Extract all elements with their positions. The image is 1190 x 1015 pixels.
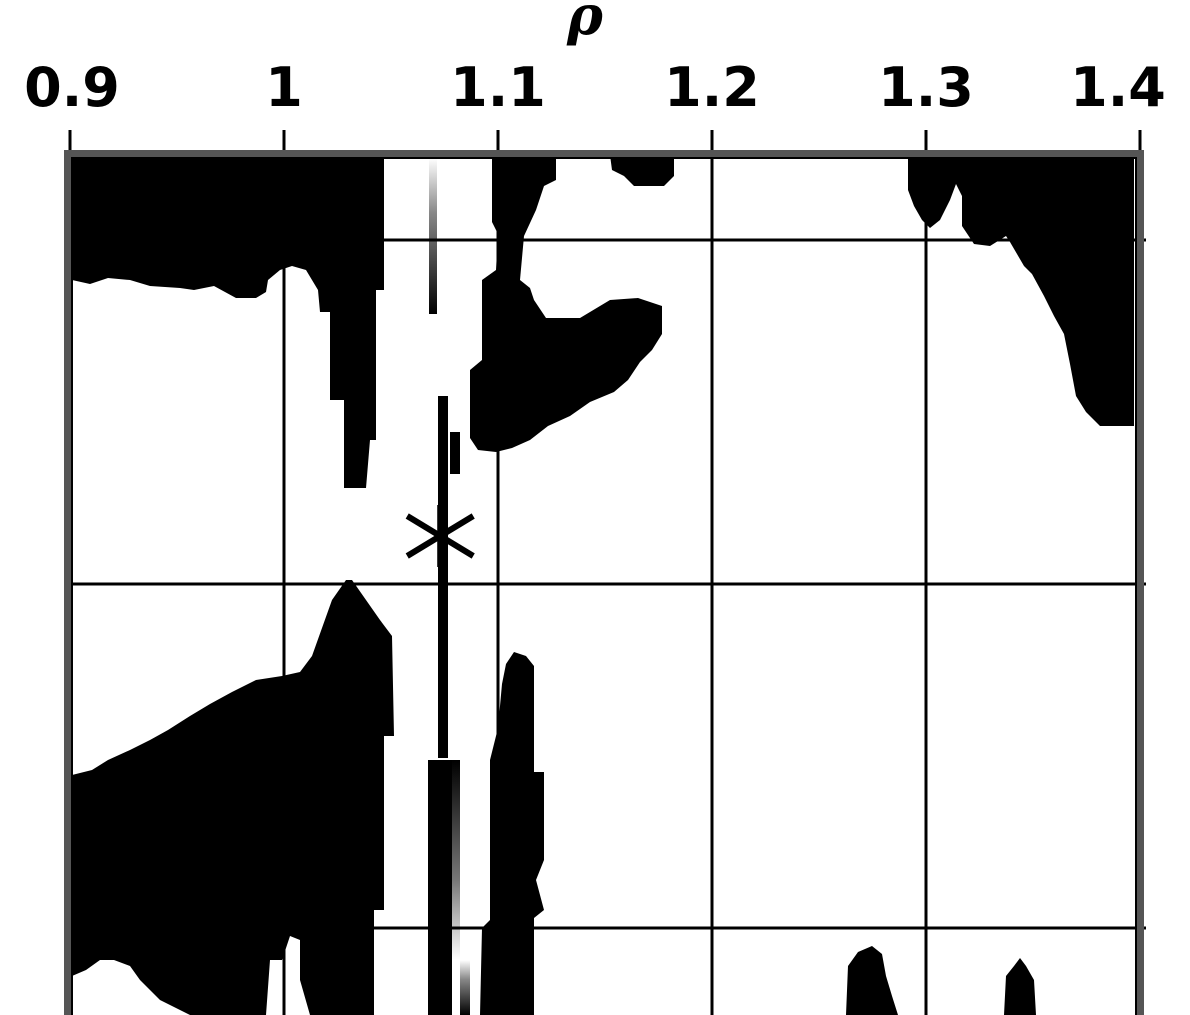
plot-area: [64, 150, 1146, 1015]
x-axis-title: ρ: [566, 0, 604, 47]
x-tick-label-1.2: 1.2: [664, 56, 760, 119]
plot-frame: [64, 150, 1144, 1015]
plot-frame-inner: [71, 157, 1137, 1015]
x-tick-labels: 0.9 1 1.1 1.2 1.3 1.4: [24, 56, 1166, 119]
region-bottom-center-right: [480, 652, 544, 1015]
region-top-center-left: [470, 155, 662, 452]
region-top-left: [72, 155, 384, 488]
x-tick-label-0.9: 0.9: [24, 56, 120, 119]
region-bottom-bump-2: [1004, 958, 1036, 1015]
region-top-right: [908, 155, 1134, 426]
gradient-strip-bottom: [452, 760, 460, 960]
x-tick-label-1.4: 1.4: [1070, 56, 1166, 119]
x-tick-label-1.3: 1.3: [878, 56, 974, 119]
thin-vertical-segment: [450, 432, 460, 474]
thin-vertical-strip-mid: [438, 396, 448, 758]
marker-asterisk: [405, 505, 475, 567]
thin-vertical-strip-bottom: [428, 760, 452, 1015]
region-top-small-blob: [610, 155, 674, 186]
region-bottom-left: [72, 580, 394, 1015]
black-regions: [72, 155, 1134, 1015]
gradient-strip-bottom-lower: [460, 960, 470, 1015]
x-tick-label-1.1: 1.1: [450, 56, 546, 119]
x-tick-label-1: 1: [265, 56, 303, 119]
gradient-strip-top: [429, 158, 437, 314]
region-bottom-bump-1: [846, 946, 898, 1015]
grid-lines: [64, 154, 1146, 1015]
